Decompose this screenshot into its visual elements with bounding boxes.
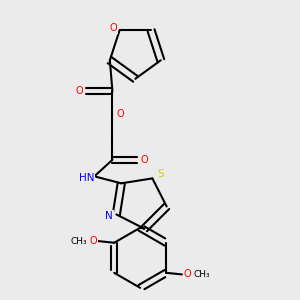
Text: CH₃: CH₃ — [193, 270, 210, 279]
Text: CH₃: CH₃ — [70, 237, 87, 246]
Text: O: O — [117, 109, 124, 119]
Text: O: O — [141, 155, 148, 165]
Text: O: O — [110, 23, 118, 33]
Text: O: O — [184, 269, 191, 279]
Text: O: O — [89, 236, 97, 246]
Text: S: S — [157, 169, 164, 179]
Text: N: N — [105, 211, 113, 221]
Text: HN: HN — [79, 173, 94, 183]
Text: O: O — [75, 86, 83, 96]
